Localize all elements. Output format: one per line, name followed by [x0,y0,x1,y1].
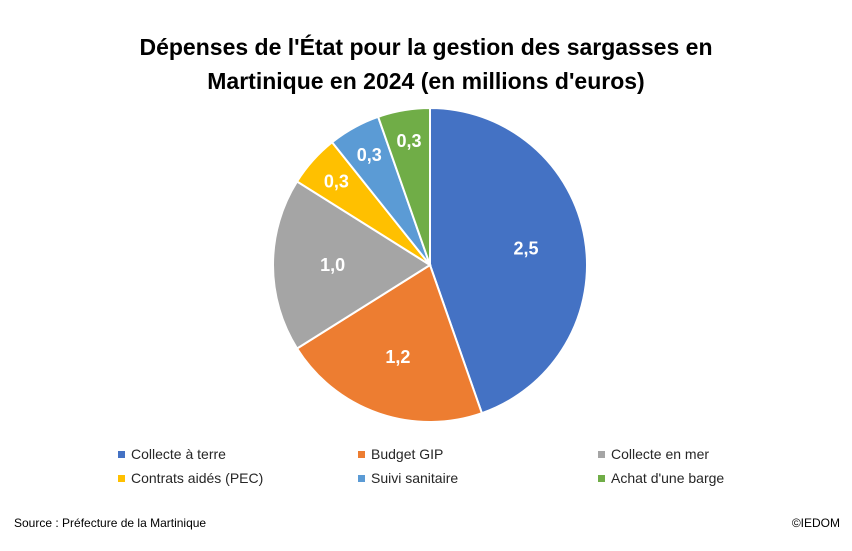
legend-item-3: Collecte en mer [598,446,818,462]
legend-item-1: Collecte à terre [118,446,358,462]
legend-label-5: Suivi sanitaire [371,470,459,486]
legend-item-5: Suivi sanitaire [358,470,598,486]
legend-item-6: Achat d'une barge [598,470,818,486]
pie-data-label-5: 0,3 [357,145,382,165]
legend-swatch-2 [358,450,365,458]
legend-swatch-4 [118,474,125,482]
pie-slice-1 [429,106,588,415]
legend-swatch-6 [598,474,605,482]
chart-title-line-1: Dépenses de l'État pour la gestion des s… [139,34,713,60]
legend: Collecte à terre Budget GIP Collecte en me… [118,446,818,486]
legend-label-1: Collecte à terre [131,446,226,462]
pie-chart: 2,5 1,2 1,0 0,3 0,3 0,3 [272,106,588,423]
legend-item-2: Budget GIP [358,446,598,462]
pie-slice-3 [272,180,432,350]
legend-swatch-5 [358,474,365,482]
pie-data-label-4: 0,3 [324,171,349,191]
pie-slice-2 [295,263,484,423]
source-note: Source : Préfecture de la Martinique [14,516,207,530]
chart-title: Dépenses de l'État pour la gestion des s… [0,30,852,98]
legend-item-4: Contrats aidés (PEC) [118,470,358,486]
legend-swatch-3 [598,450,605,458]
pie-data-label-1: 2,5 [513,239,538,259]
pie-slice-6 [376,106,431,266]
legend-label-2: Budget GIP [371,446,444,462]
legend-label-6: Achat d'une barge [611,470,725,486]
pie-data-label-3: 1,0 [320,255,345,275]
legend-label-4: Contrats aidés (PEC) [131,470,264,486]
copyright-note: ©IEDOM [791,516,840,530]
legend-label-3: Collecte en mer [611,446,710,462]
legend-swatch-1 [118,450,125,458]
pie-data-label-6: 0,3 [396,131,421,151]
pie-data-label-2: 1,2 [385,347,410,367]
chart-title-line-2: Martinique en 2024 (en millions d'euros) [207,68,645,94]
